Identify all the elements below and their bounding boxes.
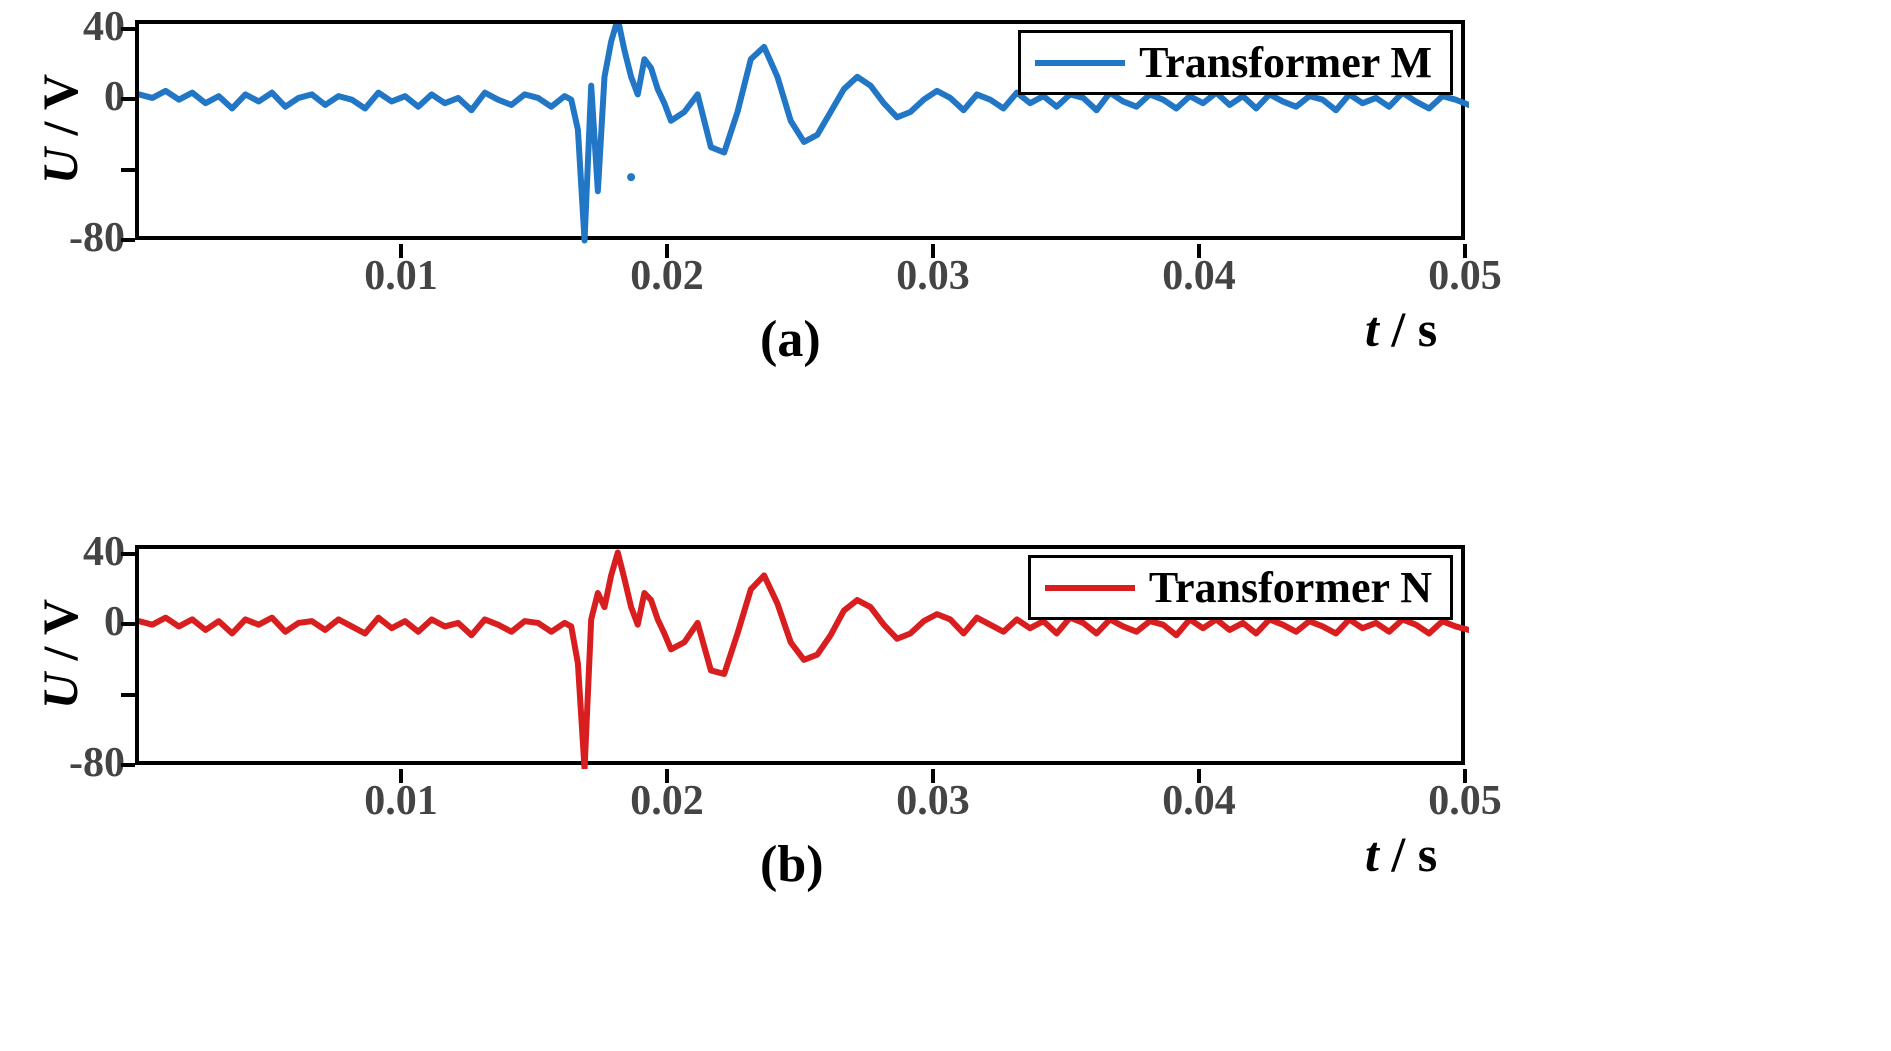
xtick-mark <box>1463 769 1467 783</box>
ytick-label: 40 <box>25 528 125 576</box>
legend-text-a: Transformer M <box>1139 37 1432 88</box>
ytick-mark <box>121 97 135 101</box>
ytick-mark <box>121 27 135 31</box>
ytick-mark <box>121 552 135 556</box>
xtick-mark <box>399 769 403 783</box>
xtick-mark <box>931 244 935 258</box>
ytick-mark <box>121 238 135 242</box>
ytick-mark <box>121 763 135 767</box>
ytick-mark <box>121 693 135 697</box>
xtick-label: 0.04 <box>1139 777 1259 825</box>
x-axis-label-a: t / s <box>1365 300 1437 358</box>
subplot-label-b: (b) <box>760 835 824 894</box>
xtick-label: 0.05 <box>1405 252 1525 300</box>
xtick-label: 0.01 <box>341 777 461 825</box>
legend-a: Transformer M <box>1018 30 1453 95</box>
ytick-label: 40 <box>25 3 125 51</box>
xtick-label: 0.05 <box>1405 777 1525 825</box>
ytick-label: -80 <box>25 214 125 262</box>
xtick-label: 0.03 <box>873 777 993 825</box>
xtick-mark <box>1197 769 1201 783</box>
xtick-label: 0.02 <box>607 777 727 825</box>
xtick-mark <box>1463 244 1467 258</box>
ytick-label: 0 <box>25 73 125 121</box>
ytick-mark <box>121 622 135 626</box>
xtick-mark <box>1197 244 1201 258</box>
xtick-mark <box>931 769 935 783</box>
ytick-mark <box>121 168 135 172</box>
legend-line-b <box>1045 585 1135 591</box>
xtick-label: 0.02 <box>607 252 727 300</box>
xtick-mark <box>665 244 669 258</box>
figure: Transformer M U / V t / s (a) -80040 0.0… <box>0 0 1891 1051</box>
ytick-label: -80 <box>25 739 125 787</box>
subplot-label-a: (a) <box>760 310 821 369</box>
plot-box-a: Transformer M <box>135 20 1465 240</box>
legend-b: Transformer N <box>1028 555 1453 620</box>
xtick-label: 0.01 <box>341 252 461 300</box>
legend-text-b: Transformer N <box>1149 562 1432 613</box>
xtick-mark <box>399 244 403 258</box>
plot-box-b: Transformer N <box>135 545 1465 765</box>
xtick-label: 0.03 <box>873 252 993 300</box>
legend-line-a <box>1035 60 1125 66</box>
xtick-mark <box>665 769 669 783</box>
ytick-label: 0 <box>25 598 125 646</box>
x-axis-label-b: t / s <box>1365 825 1437 883</box>
xtick-label: 0.04 <box>1139 252 1259 300</box>
